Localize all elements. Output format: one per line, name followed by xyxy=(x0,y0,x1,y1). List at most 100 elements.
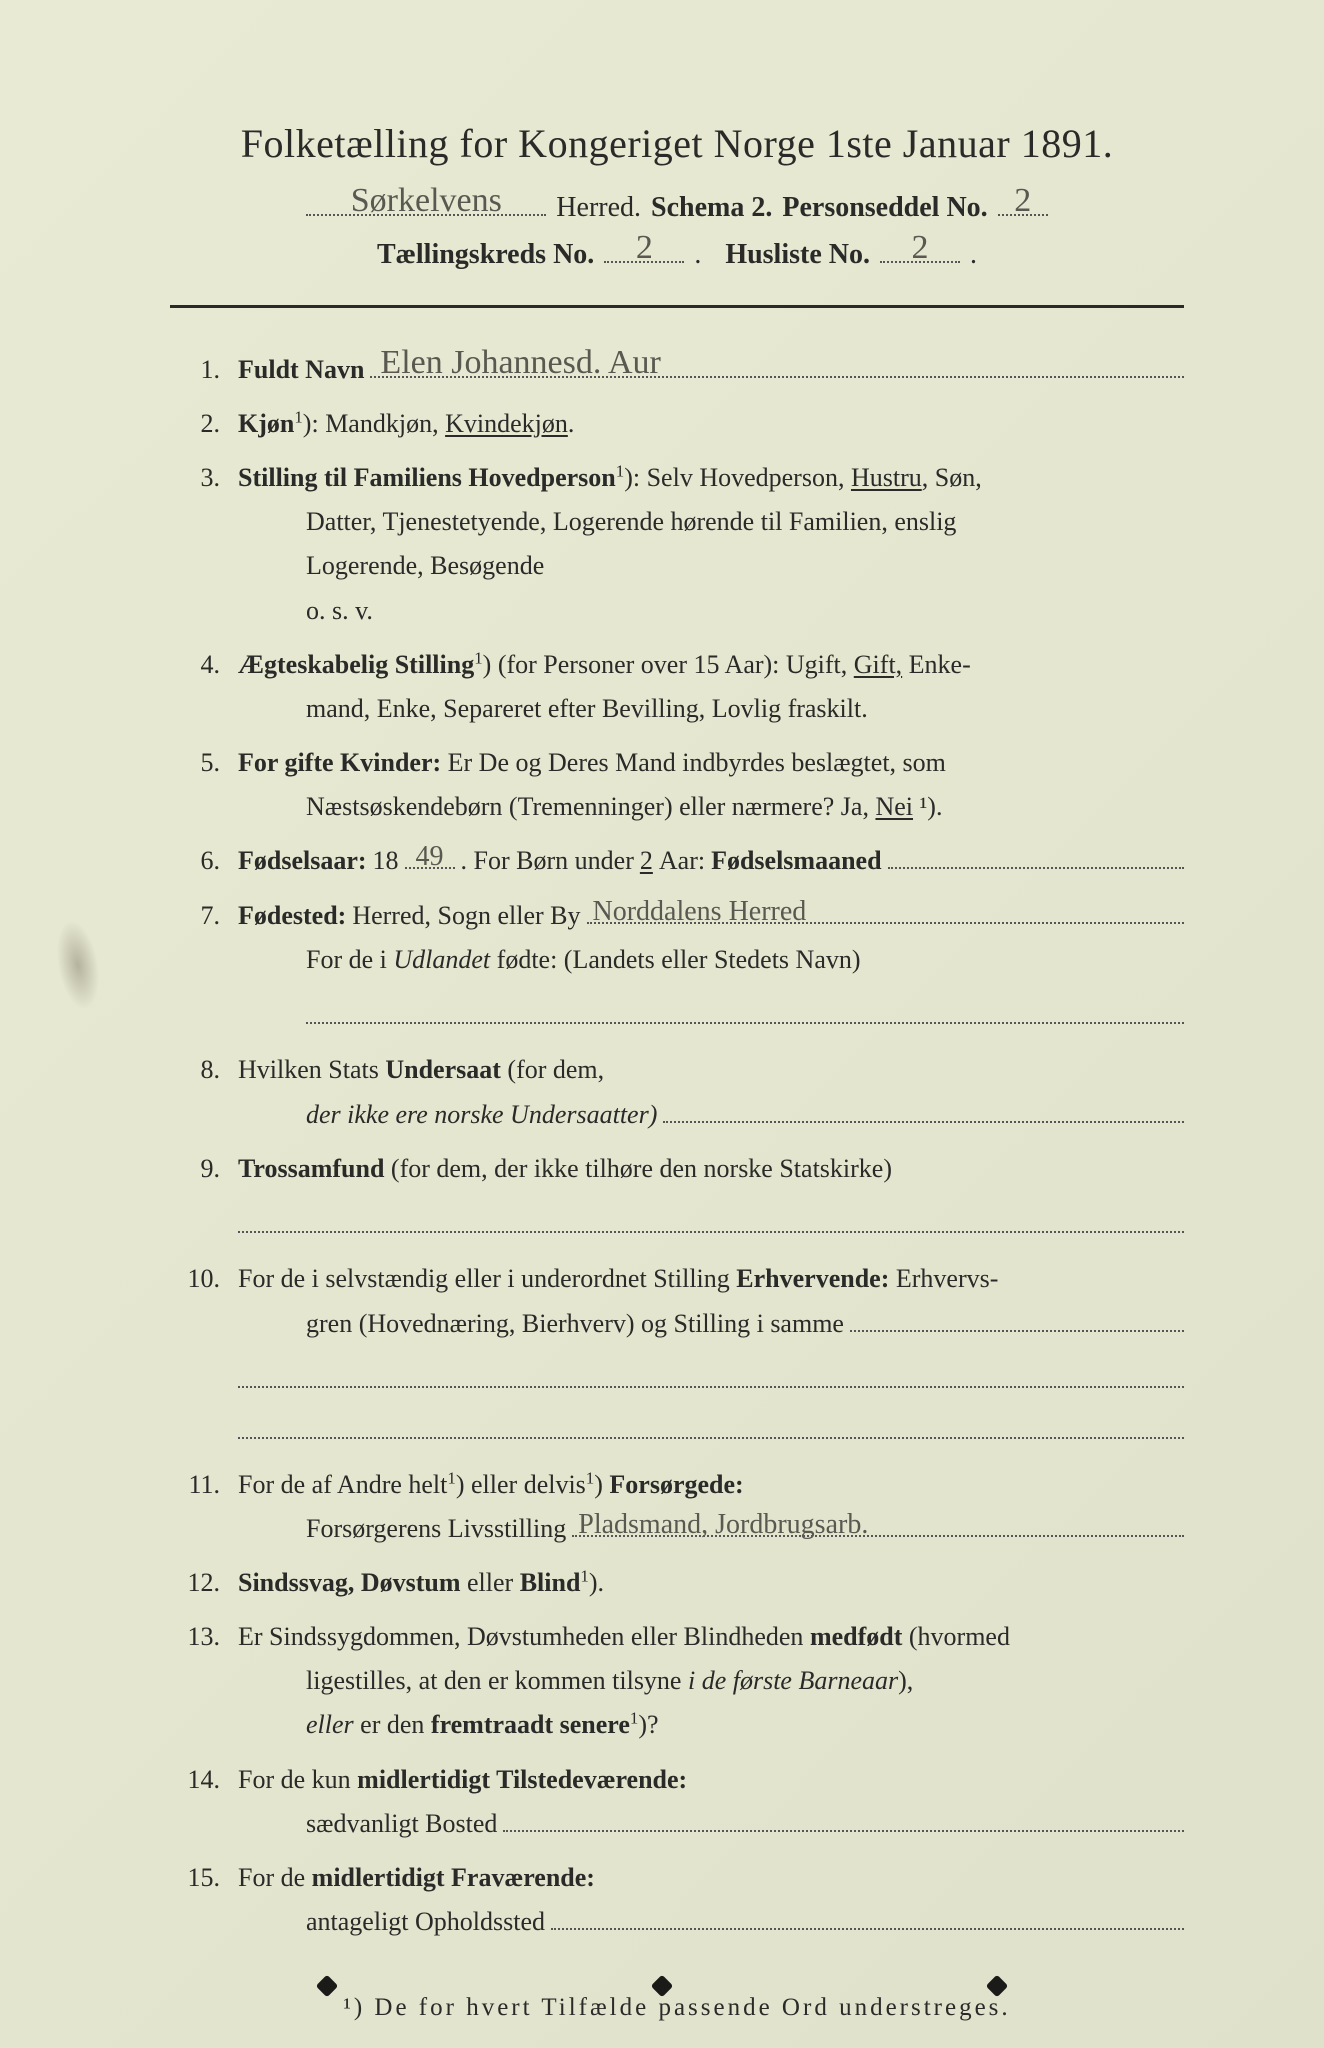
pin-icon xyxy=(316,1975,339,1998)
birthmonth-field xyxy=(888,841,1184,870)
birthyear-field: 49 xyxy=(405,841,455,870)
item-label: midlertidigt Tilstedeværende: xyxy=(357,1765,687,1794)
item-continuation: Logerende, Besøgende xyxy=(238,544,1184,588)
husliste-field: 2 xyxy=(880,232,960,263)
underlined-option: Nei xyxy=(875,792,913,821)
item-label: Fuldt Navn xyxy=(238,348,364,392)
item-2: 2. Kjøn1): Mandkjøn, Kvindekjøn. xyxy=(170,402,1184,446)
underlined-option: Gift, xyxy=(854,650,902,679)
item-label: Undersaat xyxy=(385,1055,501,1084)
footnote: ¹) De for hvert Tilfælde passende Ord un… xyxy=(170,1994,1184,2022)
item-8: 8. Hvilken Stats Undersaat (for dem, der… xyxy=(170,1048,1184,1136)
personseddel-field: 2 xyxy=(998,185,1048,216)
taellingskreds-label: Tællingskreds No. xyxy=(377,239,594,271)
census-form-page: Folketælling for Kongeriget Norge 1ste J… xyxy=(0,0,1324,2048)
item-continuation: Forsørgerens Livsstilling xyxy=(306,1507,566,1551)
item-label: Trossamfund xyxy=(238,1154,384,1183)
item-5: 5. For gifte Kvinder: Er De og Deres Man… xyxy=(170,741,1184,829)
item-label: For gifte Kvinder: xyxy=(238,748,441,777)
dotted-line xyxy=(850,1303,1184,1332)
item-number: 13. xyxy=(170,1615,220,1748)
herred-label: Herred. xyxy=(556,192,641,224)
husliste-label: Husliste No. xyxy=(725,239,870,271)
personseddel-label: Personseddel No. xyxy=(782,192,987,224)
underlined-option: Hustru xyxy=(851,463,922,492)
item-continuation: o. s. v. xyxy=(238,589,1184,633)
provider-field: Pladsmand, Jordbrugsarb. xyxy=(572,1508,1184,1537)
taellingskreds-field: 2 xyxy=(604,232,684,263)
dotted-line xyxy=(503,1803,1184,1832)
item-number: 3. xyxy=(170,456,220,633)
item-12: 12. Sindssvag, Døvstum eller Blind1). xyxy=(170,1561,1184,1605)
item-label: Fødselsaar: xyxy=(238,839,367,883)
item-label: midlertidigt Fraværende: xyxy=(312,1863,595,1892)
item-3: 3. Stilling til Familiens Hovedperson1):… xyxy=(170,456,1184,633)
item-label: Sindssvag, Døvstum xyxy=(238,1568,461,1597)
item-continuation: mand, Enke, Separeret efter Bevilling, L… xyxy=(238,687,1184,731)
item-label: Kjøn xyxy=(238,409,294,438)
item-number: 2. xyxy=(170,402,220,446)
dotted-line xyxy=(551,1902,1184,1931)
item-continuation: antageligt Opholdssted xyxy=(306,1900,545,1944)
dotted-line xyxy=(306,988,1184,1024)
birthplace-handwriting: Norddalens Herred xyxy=(587,898,1185,926)
item-label: Forsørgede: xyxy=(609,1470,743,1499)
underlined-option: Kvindekjøn xyxy=(445,409,568,438)
dotted-line xyxy=(238,1197,1184,1233)
item-number: 4. xyxy=(170,643,220,731)
item-15: 15. For de midlertidigt Fraværende: anta… xyxy=(170,1856,1184,1944)
item-11: 11. For de af Andre helt1) eller delvis1… xyxy=(170,1463,1184,1551)
paper-smudge xyxy=(50,917,105,1013)
item-label: medfødt xyxy=(810,1622,902,1651)
item-label: Ægteskabelig Stilling xyxy=(238,650,474,679)
taellingskreds-handwriting: 2 xyxy=(604,231,684,265)
item-number: 12. xyxy=(170,1561,220,1605)
birthplace-field: Norddalens Herred xyxy=(587,895,1185,924)
header-line-1: Sørkelvens Herred. Schema 2. Personsedde… xyxy=(170,185,1184,224)
dotted-line xyxy=(663,1094,1184,1123)
dotted-line xyxy=(238,1402,1184,1438)
item-number: 7. xyxy=(170,894,220,1039)
item-number: 6. xyxy=(170,839,220,883)
item-13: 13. Er Sindssygdommen, Døvstumheden elle… xyxy=(170,1615,1184,1748)
item-10: 10. For de i selvstændig eller i underor… xyxy=(170,1257,1184,1452)
item-label: Fødselsmaaned xyxy=(711,839,881,883)
item-label: Stilling til Familiens Hovedperson xyxy=(238,463,616,492)
item-number: 10. xyxy=(170,1257,220,1452)
pin-icon xyxy=(985,1975,1008,1998)
provider-handwriting: Pladsmand, Jordbrugsarb. xyxy=(572,1511,1184,1539)
personseddel-handwriting: 2 xyxy=(998,184,1048,218)
item-continuation: sædvanligt Bosted xyxy=(306,1802,497,1846)
item-number: 5. xyxy=(170,741,220,829)
name-handwriting: Elen Johannesd. Aur xyxy=(370,346,1184,380)
item-label: Erhvervende: xyxy=(736,1264,889,1293)
item-number: 15. xyxy=(170,1856,220,1944)
schema-label: Schema 2. xyxy=(651,192,772,224)
divider-rule xyxy=(170,305,1184,308)
herred-handwriting: Sørkelvens xyxy=(306,184,546,218)
item-number: 9. xyxy=(170,1147,220,1248)
herred-field: Sørkelvens xyxy=(306,185,546,216)
item-number: 1. xyxy=(170,348,220,392)
item-number: 14. xyxy=(170,1758,220,1846)
item-continuation: gren (Hovednæring, Bierhverv) og Stillin… xyxy=(306,1302,844,1346)
item-number: 11. xyxy=(170,1463,220,1551)
item-9: 9. Trossamfund (for dem, der ikke tilhør… xyxy=(170,1147,1184,1248)
form-title: Folketælling for Kongeriget Norge 1ste J… xyxy=(170,120,1184,167)
item-14: 14. For de kun midlertidigt Tilstedevære… xyxy=(170,1758,1184,1846)
binding-pins xyxy=(0,1978,1324,1994)
header-line-2: Tællingskreds No. 2 . Husliste No. 2 . xyxy=(170,232,1184,271)
name-field: Elen Johannesd. Aur xyxy=(370,349,1184,378)
husliste-handwriting: 2 xyxy=(880,231,960,265)
item-number: 8. xyxy=(170,1048,220,1136)
pin-icon xyxy=(651,1975,674,1998)
birthyear-handwriting: 49 xyxy=(405,843,455,871)
dotted-line xyxy=(238,1352,1184,1388)
item-label: Fødested: xyxy=(238,894,346,938)
item-1: 1. Fuldt Navn Elen Johannesd. Aur xyxy=(170,348,1184,392)
item-continuation: Datter, Tjenestetyende, Logerende hørend… xyxy=(238,500,1184,544)
item-4: 4. Ægteskabelig Stilling1) (for Personer… xyxy=(170,643,1184,731)
item-text: : Mandkjøn, xyxy=(311,409,445,438)
form-items: 1. Fuldt Navn Elen Johannesd. Aur 2. Kjø… xyxy=(170,348,1184,1945)
item-6: 6. Fødselsaar: 1849 . For Børn under 2 A… xyxy=(170,839,1184,883)
